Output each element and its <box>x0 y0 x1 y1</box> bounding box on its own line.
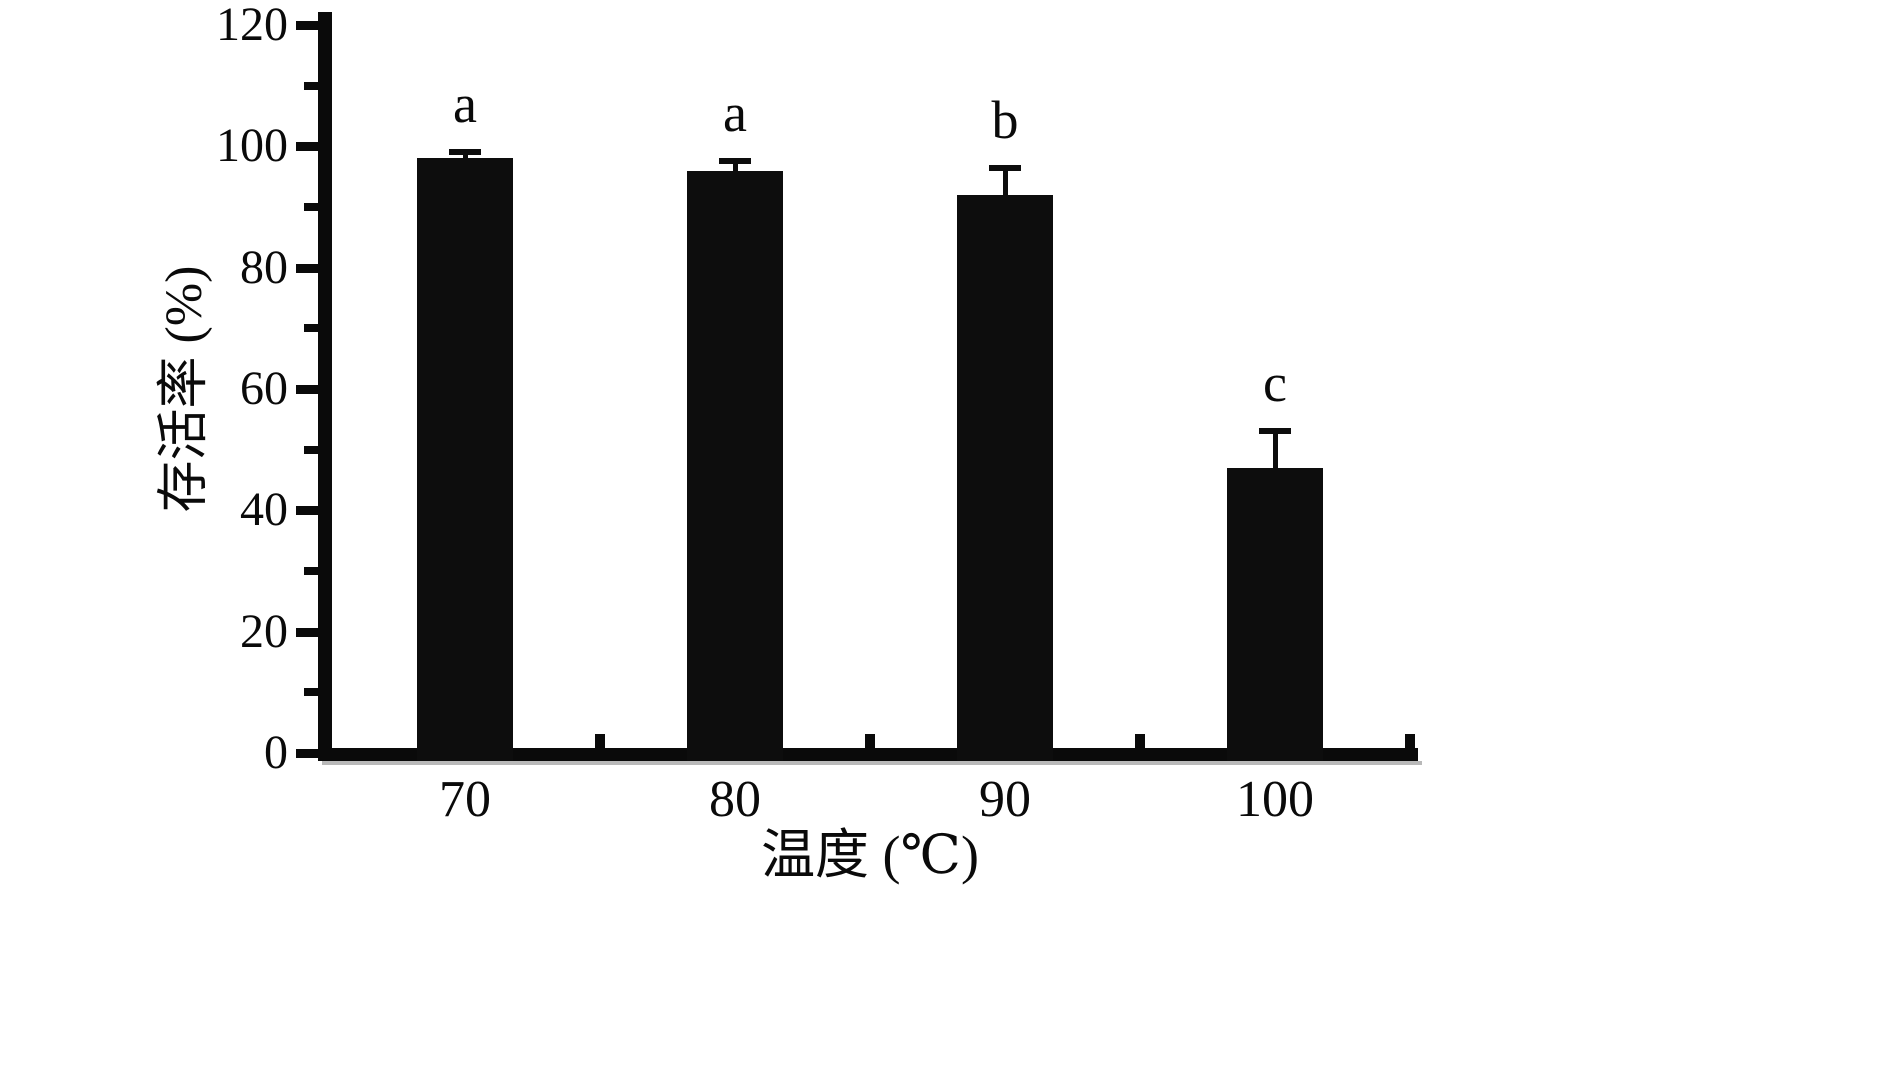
y-tick-label: 100 <box>216 119 288 173</box>
x-minor-tick <box>1405 734 1415 749</box>
y-tick-label: 20 <box>240 604 288 658</box>
y-axis-title: 存活率 (%) <box>156 265 213 513</box>
significance-letter: a <box>453 74 477 135</box>
y-tick-label: 40 <box>240 483 288 537</box>
error-bar-line <box>1002 164 1008 201</box>
y-major-tick <box>296 385 322 394</box>
x-tick-label: 100 <box>1236 771 1314 828</box>
y-minor-tick <box>304 81 320 90</box>
y-major-tick <box>296 506 322 516</box>
bar <box>417 158 513 761</box>
error-bar-line <box>462 149 468 165</box>
x-axis-title: 温度 (℃) <box>761 825 979 885</box>
y-minor-tick <box>304 324 320 333</box>
y-major-tick <box>296 749 322 758</box>
x-tick-label: 80 <box>709 771 761 828</box>
y-tick-label: 60 <box>240 362 288 415</box>
x-tick-label: 70 <box>439 771 491 828</box>
y-major-tick <box>296 627 322 637</box>
y-minor-tick <box>304 445 320 454</box>
error-bar-cap <box>719 158 751 165</box>
error-bar-line <box>732 158 738 177</box>
significance-letter: b <box>991 89 1019 150</box>
significance-letter: a <box>723 83 747 144</box>
y-major-tick <box>296 21 322 30</box>
x-minor-tick <box>595 734 605 749</box>
x-minor-tick <box>1135 734 1145 749</box>
y-tick-label: 0 <box>264 726 288 779</box>
bar <box>687 170 783 761</box>
y-minor-tick <box>304 203 320 211</box>
y-minor-tick <box>304 688 320 697</box>
error-bar-cap <box>449 149 481 156</box>
x-axis-shadow <box>322 761 1422 765</box>
y-major-tick <box>296 142 322 152</box>
y-axis-line <box>318 12 332 761</box>
y-major-tick <box>296 263 322 273</box>
x-tick-label: 90 <box>979 771 1031 828</box>
error-bar-cap <box>1259 428 1291 435</box>
error-bar-cap <box>989 164 1021 171</box>
error-bar-line <box>1272 428 1278 474</box>
y-tick-label: 80 <box>240 240 288 294</box>
y-minor-tick <box>304 567 320 575</box>
bar <box>1227 467 1323 761</box>
x-minor-tick <box>865 734 875 749</box>
bar <box>957 194 1053 761</box>
x-axis-line <box>318 748 1418 761</box>
significance-letter: c <box>1263 353 1287 414</box>
y-tick-label: 120 <box>216 0 288 51</box>
